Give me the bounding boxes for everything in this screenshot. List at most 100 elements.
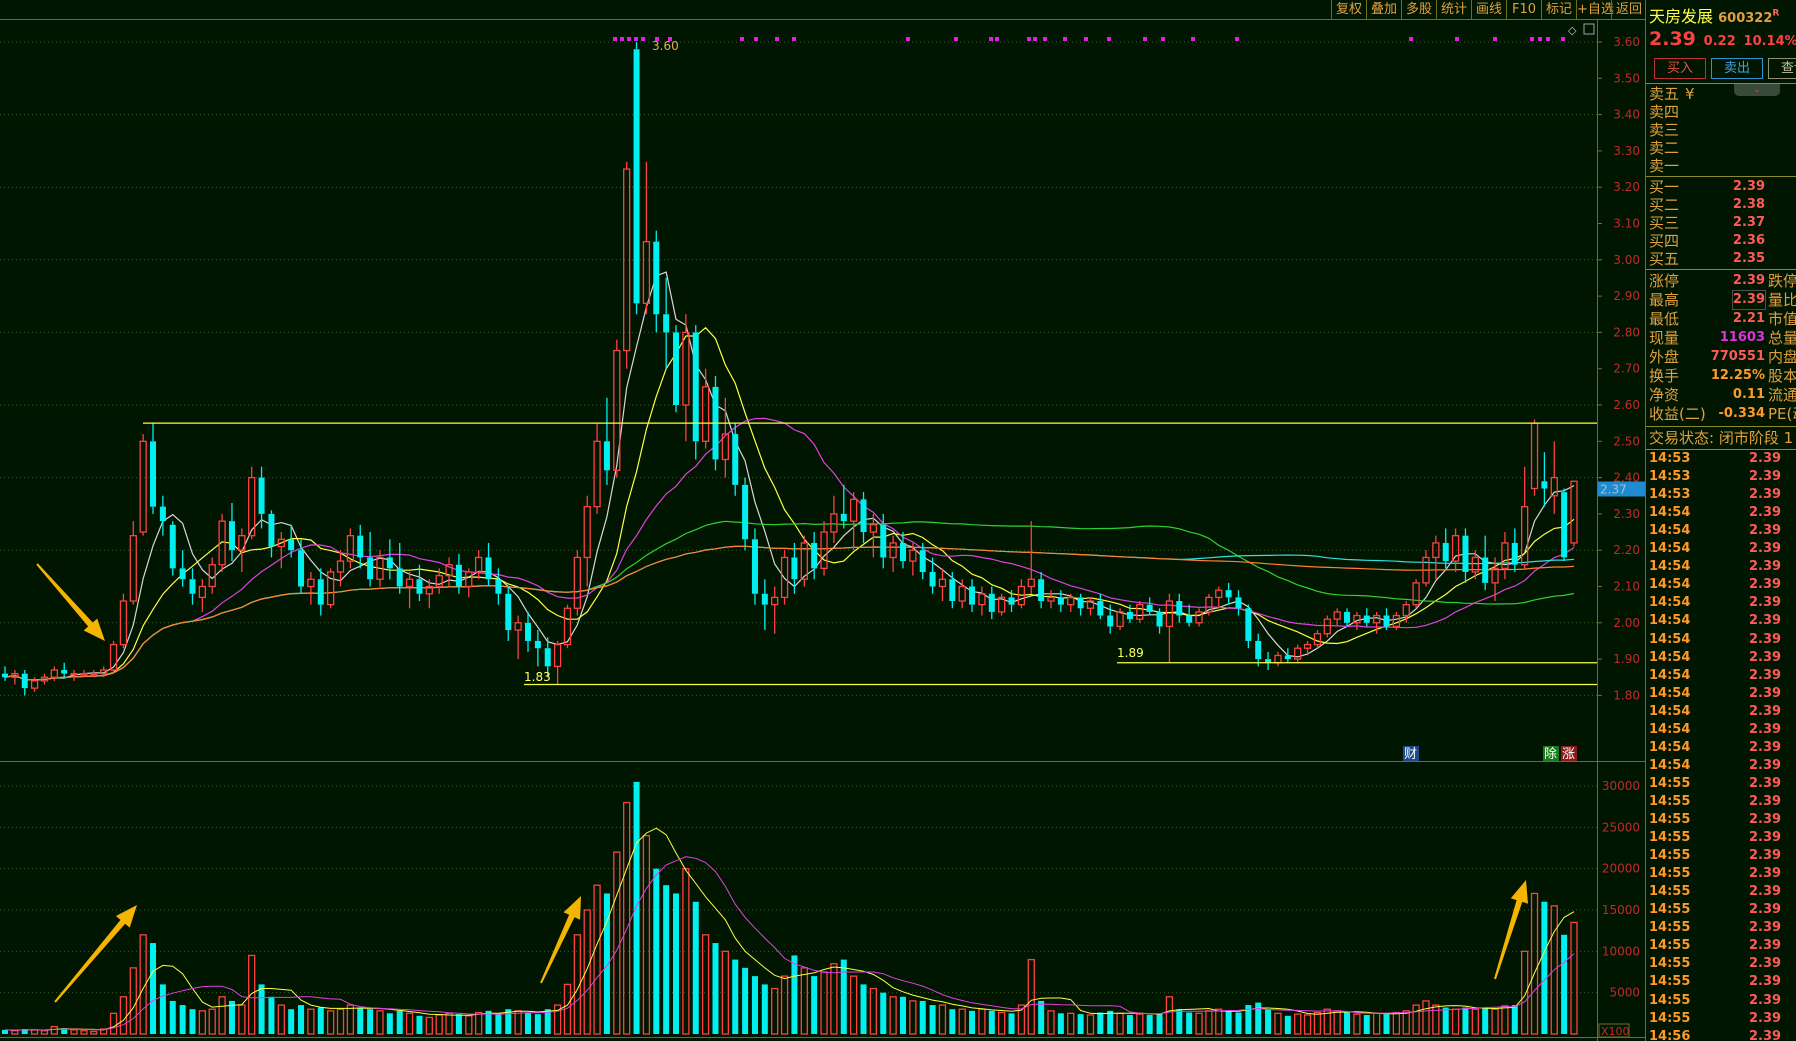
candle-up xyxy=(1353,611,1361,631)
panel-toggle-icon[interactable] xyxy=(1583,23,1595,35)
candle-down xyxy=(1541,452,1548,507)
volume-bar xyxy=(1550,905,1558,1035)
buy-level[interactable]: 买二 2.38 xyxy=(1649,196,1796,214)
arrow-annotation xyxy=(1494,880,1528,980)
candle-up xyxy=(139,434,147,536)
candle-down xyxy=(1107,604,1114,634)
divider xyxy=(1646,83,1796,84)
candle-body xyxy=(208,564,216,588)
candle-body xyxy=(248,476,256,537)
volume-bar xyxy=(969,1010,976,1034)
volume-bar xyxy=(840,959,847,1034)
toolbar-button[interactable]: 画线 xyxy=(1471,0,1506,19)
stat-value: 12.25% xyxy=(1710,368,1765,383)
collapse-button[interactable]: ⌄ xyxy=(1734,84,1780,96)
volume-bar xyxy=(1215,1008,1223,1035)
volume-bar xyxy=(1205,1010,1213,1035)
signal-dot xyxy=(1561,37,1565,41)
volume-bar xyxy=(1471,1008,1479,1035)
price-change: 0.22 xyxy=(1703,34,1736,49)
candle-body xyxy=(1027,578,1035,588)
sell-button[interactable]: 卖出 xyxy=(1711,58,1763,79)
price-tick-label: 3.20 xyxy=(1613,180,1640,194)
candle-down xyxy=(298,539,305,594)
tick-price: 2.39 xyxy=(1749,523,1782,539)
candle-body xyxy=(692,332,699,442)
candle-down xyxy=(495,568,502,605)
tick-price: 2.39 xyxy=(1749,631,1782,647)
buy-level-label: 买五 xyxy=(1649,250,1680,268)
buy-button[interactable]: 买入 xyxy=(1654,58,1706,79)
volume-bar xyxy=(30,1029,39,1035)
toolbar-button[interactable]: 返回 xyxy=(1611,0,1646,19)
sell-level[interactable]: 卖四 xyxy=(1649,103,1796,121)
tick-price: 2.39 xyxy=(1749,685,1782,701)
signal-dot xyxy=(613,37,617,41)
sell-level[interactable]: 卖五 ¥ xyxy=(1649,85,1796,103)
candle-down xyxy=(732,423,739,496)
query-button[interactable]: 查询 xyxy=(1768,58,1796,79)
buy-level[interactable]: 买五 2.35 xyxy=(1649,250,1796,268)
candle-body xyxy=(139,440,147,533)
volume-bar xyxy=(129,967,137,1035)
toolbar-button[interactable]: F10 xyxy=(1506,0,1541,19)
tick-row: 14:54 2.39 xyxy=(1649,685,1796,703)
sell-level[interactable]: 卖二 xyxy=(1649,139,1796,157)
toolbar-button[interactable]: 标记 xyxy=(1541,0,1576,19)
candle-body xyxy=(603,441,610,471)
toolbar-button[interactable]: 多股 xyxy=(1401,0,1436,19)
price-tick-label: 2.80 xyxy=(1613,325,1640,339)
toolbar-button[interactable]: 复权 xyxy=(1331,0,1366,19)
candle-body xyxy=(860,499,867,533)
sell-level[interactable]: 卖三 xyxy=(1649,121,1796,139)
volume-bar xyxy=(21,1029,28,1034)
tick-time: 14:55 xyxy=(1649,884,1691,900)
candle-down xyxy=(899,532,906,569)
buy-level[interactable]: 买一 2.39 xyxy=(1649,178,1796,196)
tick-price: 2.39 xyxy=(1749,559,1782,575)
volume-bar xyxy=(682,868,690,1035)
volume-bar xyxy=(1265,1009,1272,1034)
tick-price: 2.39 xyxy=(1749,505,1782,521)
volume-bar xyxy=(1067,1012,1075,1035)
tick-price: 2.39 xyxy=(1749,793,1782,809)
finance-marker[interactable] xyxy=(1403,746,1419,761)
stat-label-2: 总量 xyxy=(1768,329,1796,347)
candle-up xyxy=(1205,593,1213,616)
limit-up-marker[interactable] xyxy=(1561,746,1577,761)
volume-bar xyxy=(1017,1004,1026,1035)
candle-up xyxy=(30,677,39,692)
tick-time: 14:54 xyxy=(1649,685,1691,701)
candle-up xyxy=(563,604,572,649)
candle-up xyxy=(238,528,246,572)
toolbar-button[interactable]: 叠加 xyxy=(1366,0,1401,19)
volume-bar xyxy=(298,1005,305,1034)
sell-level[interactable]: 卖一 xyxy=(1649,157,1796,175)
candle-down xyxy=(159,495,166,536)
tick-row: 14:54 2.39 xyxy=(1649,540,1796,558)
signal-dot xyxy=(655,37,659,41)
volume-bar xyxy=(869,987,878,1035)
candle-down xyxy=(1265,651,1272,670)
tick-price: 2.39 xyxy=(1749,721,1782,737)
volume-bar xyxy=(751,976,758,1034)
stat-label: 涨停 xyxy=(1649,272,1680,290)
candle-up xyxy=(1294,644,1302,663)
buy-level[interactable]: 买四 2.36 xyxy=(1649,232,1796,250)
candle-body xyxy=(820,531,828,569)
candle-body xyxy=(405,578,414,588)
stat-label-2: 量比 xyxy=(1768,291,1796,309)
volume-bar xyxy=(1561,934,1568,1034)
diamond-icon[interactable]: ◇ xyxy=(1568,24,1577,37)
kline-chart[interactable]: 3.60 1.83 1.89 财 除涨 ◇ 3.60 3.50 3.40 3.30 3.20 3.1… xyxy=(0,0,1645,1041)
volume-bar xyxy=(1027,958,1035,1035)
buy-level[interactable]: 买三 2.37 xyxy=(1649,214,1796,232)
candle-body xyxy=(1245,608,1252,641)
candle-body xyxy=(673,332,680,405)
candle-body xyxy=(919,550,926,572)
price-tick-label: 2.70 xyxy=(1613,362,1640,376)
ex-marker[interactable] xyxy=(1543,746,1559,761)
toolbar-button[interactable]: 统计 xyxy=(1436,0,1471,19)
candle-down xyxy=(692,325,699,460)
toolbar-button[interactable]: +自选 xyxy=(1576,0,1614,19)
